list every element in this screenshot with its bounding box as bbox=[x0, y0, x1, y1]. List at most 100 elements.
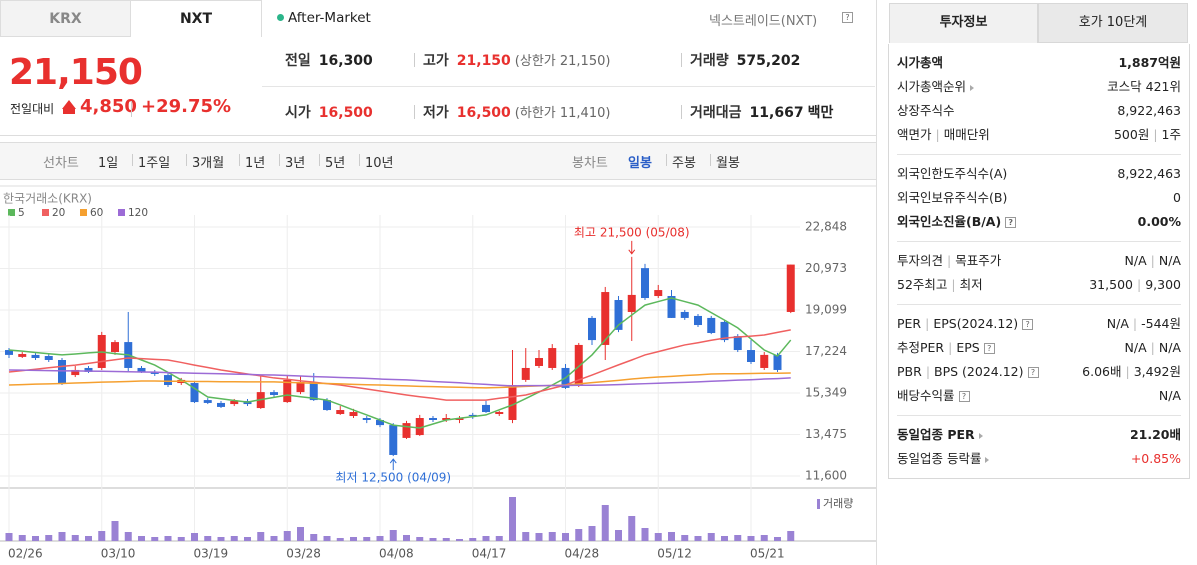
info-value: 500원 | 1주 bbox=[1113, 127, 1181, 142]
volume-bar bbox=[350, 537, 357, 541]
stat-label: 시가 bbox=[285, 105, 311, 121]
chart-source: 한국거래소(KRX) bbox=[3, 192, 92, 206]
period-button[interactable]: 10년 bbox=[365, 156, 394, 171]
value-text: N/A bbox=[1158, 388, 1181, 403]
value-text: 9,300 bbox=[1145, 277, 1181, 292]
panel-border bbox=[876, 0, 877, 565]
nxt-link[interactable]: 넥스트레이드(NXT) bbox=[709, 14, 818, 29]
volume-bar bbox=[297, 527, 304, 541]
side-tab[interactable]: 호가 10단계 bbox=[1038, 3, 1188, 43]
volume-bar bbox=[681, 535, 689, 541]
y-tick-label: 20,973 bbox=[805, 261, 847, 275]
x-tick-label: 02/26 bbox=[8, 547, 43, 561]
volume-bar bbox=[363, 537, 371, 541]
label-text: 상장주식수 bbox=[897, 103, 955, 118]
separator bbox=[414, 53, 415, 67]
period-button[interactable]: 일봉 bbox=[628, 156, 652, 171]
volume-bar bbox=[641, 528, 649, 541]
candle-body bbox=[31, 354, 40, 359]
info-group: 외국인한도주식수(A) 8,922,463 외국인보유주식수(B) 0 외국인소진율(B… bbox=[897, 155, 1181, 242]
volume-bar bbox=[628, 516, 636, 541]
info-row: 추정PER | EPS? N/A | N/A bbox=[897, 336, 1181, 360]
annotation-low: 최저 12,500 (04/09) bbox=[335, 471, 451, 485]
info-row: 외국인보유주식수(B) 0 bbox=[897, 186, 1181, 210]
volume-bar bbox=[721, 536, 728, 541]
separator bbox=[414, 105, 415, 119]
info-group: 투자의견 | 목표주가 N/A | N/A 52주최고 | 최저 31,500 | 9,300 bbox=[897, 242, 1181, 305]
candle-body bbox=[137, 367, 146, 372]
volume-bar bbox=[734, 535, 742, 541]
period-button[interactable]: 월봉 bbox=[716, 156, 740, 171]
change-label: 전일대비 bbox=[10, 102, 55, 116]
stat-note: (상한가 21,150) bbox=[514, 54, 611, 69]
candle-body bbox=[508, 385, 517, 420]
info-label: 동일업종 PER bbox=[897, 423, 983, 447]
info-row: PBR | BPS (2024.12)? 6.06배 | 3,492원 bbox=[897, 360, 1181, 384]
info-label: 동일업종 등락률 bbox=[897, 447, 990, 471]
value-text: N/A bbox=[1124, 340, 1147, 355]
tab-nxt[interactable]: NXT bbox=[131, 0, 262, 37]
candle-body bbox=[601, 292, 610, 345]
info-value: 8,922,463 bbox=[1117, 99, 1181, 123]
value-text: 1주 bbox=[1161, 127, 1181, 142]
legend-label: 60 bbox=[90, 207, 103, 219]
separator bbox=[319, 154, 320, 166]
period-button[interactable]: 주봉 bbox=[672, 156, 696, 171]
label-text: 시가총액 bbox=[897, 55, 944, 70]
label-text: 투자의견 bbox=[897, 253, 944, 268]
volume-bar bbox=[191, 533, 198, 541]
info-label: PBR | BPS (2024.12)? bbox=[897, 360, 1039, 384]
volume-bar bbox=[138, 536, 145, 541]
period-button[interactable]: 1년 bbox=[245, 156, 266, 171]
value-text: 0 bbox=[1173, 190, 1181, 205]
price: 21,150 bbox=[9, 52, 143, 93]
period-button[interactable]: 1주일 bbox=[138, 156, 171, 171]
period-button[interactable]: 5년 bbox=[325, 156, 346, 171]
value-text: 코스닥 421위 bbox=[1107, 79, 1181, 94]
label-text: EPS bbox=[956, 340, 980, 355]
period-button[interactable]: 3개월 bbox=[192, 156, 225, 171]
volume-bar bbox=[244, 537, 251, 541]
volume-bar bbox=[403, 535, 410, 541]
info-value: 0.00% bbox=[1138, 210, 1181, 234]
separator bbox=[132, 154, 133, 166]
period-label: 선차트 bbox=[43, 156, 79, 171]
label-text: PER bbox=[897, 316, 922, 331]
stat-value: 16,300 bbox=[318, 53, 373, 69]
y-tick-label: 11,600 bbox=[805, 469, 847, 483]
volume-bar bbox=[18, 535, 26, 541]
stat-label: 거래대금 bbox=[690, 105, 742, 121]
x-tick-label: 03/28 bbox=[286, 547, 321, 561]
candle-body bbox=[376, 419, 384, 426]
stat-label: 전일 bbox=[285, 53, 311, 69]
y-tick-label: 17,224 bbox=[805, 344, 847, 358]
candle-body bbox=[786, 264, 795, 312]
candle-body bbox=[164, 375, 172, 386]
moving-average bbox=[8, 372, 791, 389]
side-tab[interactable]: 투자정보 bbox=[889, 3, 1038, 43]
legend-swatch bbox=[817, 499, 820, 509]
info-group: 동일업종 PER 21.20배 동일업종 등락률 +0.85% bbox=[897, 416, 1181, 478]
candle-body bbox=[389, 425, 398, 455]
candle-body bbox=[203, 400, 212, 403]
candle-body bbox=[442, 418, 451, 420]
annotation-arrow bbox=[628, 240, 636, 255]
candle-body bbox=[362, 418, 371, 420]
candle-body bbox=[455, 418, 464, 420]
info-label: 투자의견 | 목표주가 bbox=[897, 253, 1002, 268]
up-arrow bbox=[62, 100, 76, 109]
volume-bar bbox=[495, 536, 503, 541]
period-button[interactable]: 1일 bbox=[98, 156, 119, 171]
volume-bar bbox=[442, 538, 450, 541]
stat-value: 16,500 bbox=[318, 105, 373, 121]
volume-bar bbox=[787, 531, 795, 541]
candle-body bbox=[680, 311, 689, 318]
x-tick-label: 04/28 bbox=[565, 547, 600, 561]
volume-bar bbox=[111, 521, 119, 541]
info-label: 추정PER | EPS? bbox=[897, 336, 995, 360]
tab-krx[interactable]: KRX bbox=[0, 0, 131, 37]
volume-bar bbox=[694, 536, 702, 541]
stat-value: 21,150 bbox=[456, 53, 511, 69]
period-button[interactable]: 3년 bbox=[285, 156, 306, 171]
info-label: 52주최고 | 최저 bbox=[897, 277, 983, 292]
